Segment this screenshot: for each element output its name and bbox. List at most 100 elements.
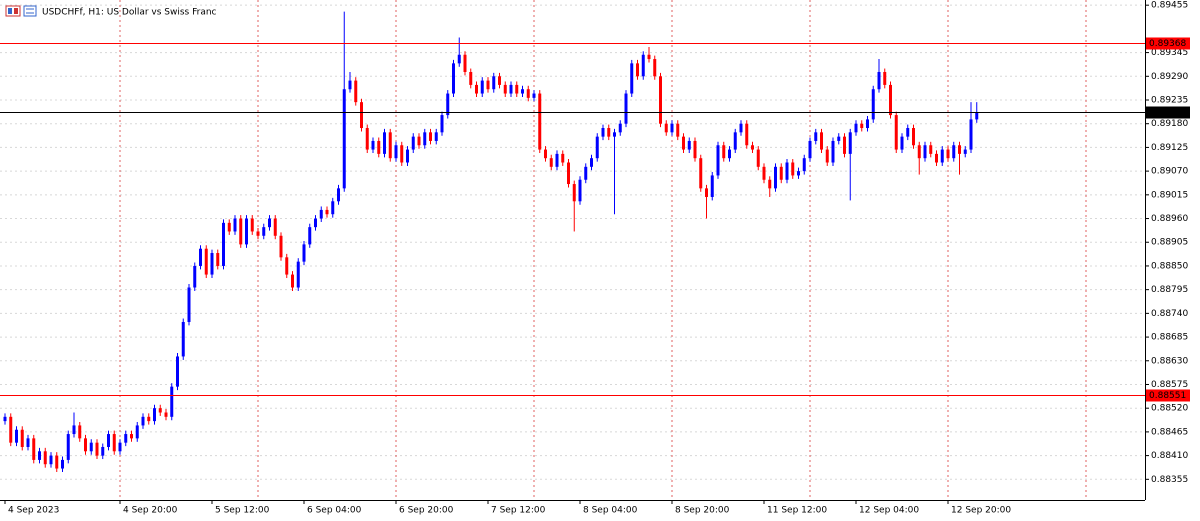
candle-body [434, 132, 438, 141]
candle-body [268, 218, 271, 228]
candle-body [89, 442, 93, 452]
candle-body [210, 253, 214, 275]
candle-body [394, 145, 398, 159]
candle-body [469, 71, 473, 85]
candle-body [561, 153, 565, 163]
candle-body [452, 63, 455, 94]
candle-body [630, 63, 634, 94]
candle-body [348, 80, 352, 90]
candle-body [365, 128, 369, 150]
candle-body [676, 123, 680, 137]
x-tick-label: 8 Sep 04:00 [583, 506, 638, 516]
candle-body [204, 248, 208, 275]
candle-body [728, 149, 731, 159]
candle-body [641, 54, 645, 77]
candle-body [733, 132, 737, 150]
candle-body [912, 128, 915, 146]
price-level-label: 0.89207 [1149, 108, 1186, 118]
candle-body [969, 119, 973, 150]
candle-body [95, 442, 99, 456]
price-level-label: 0.88551 [1149, 391, 1186, 401]
candle-body [3, 416, 7, 422]
candle-body [963, 149, 967, 154]
candle-body [55, 455, 59, 469]
candle-body [601, 128, 605, 137]
candle-body [877, 71, 881, 90]
candle-body [797, 171, 800, 176]
candle-body [590, 158, 593, 167]
candle-body [222, 222, 225, 266]
candle-body [250, 218, 254, 232]
candle-body [544, 149, 547, 159]
y-tick-label: 0.88520 [1151, 404, 1188, 414]
candle-body [751, 145, 754, 150]
candle-body [578, 179, 582, 202]
grid [0, 0, 1145, 500]
price-level-tag [1146, 106, 1190, 119]
y-tick-label: 0.88355 [1151, 475, 1188, 485]
candle-body [538, 93, 542, 150]
candle-body [549, 158, 553, 167]
candle-body [814, 132, 818, 141]
candle-body [929, 145, 933, 154]
candle-body [158, 408, 162, 413]
candle-body [291, 274, 294, 288]
candle-body [440, 115, 444, 133]
candle-body [411, 136, 415, 150]
candle-body [233, 218, 237, 232]
candle-body [492, 76, 496, 90]
candle-body [526, 89, 530, 98]
candle-body [383, 132, 386, 154]
candle-body [653, 59, 657, 77]
candle-body [935, 153, 938, 163]
candle-body [423, 132, 427, 146]
candle-body [889, 84, 892, 116]
candle-body [342, 89, 346, 189]
candle-body [193, 265, 197, 288]
y-tick-label: 0.89345 [1151, 48, 1188, 58]
candle-body [705, 188, 708, 197]
candle-body [153, 408, 156, 422]
candle-body [239, 218, 243, 245]
candle-body [354, 80, 358, 103]
candle-body [475, 84, 478, 94]
candle-body [710, 175, 714, 197]
y-tick-label: 0.89180 [1151, 119, 1188, 129]
candle-body [636, 63, 639, 77]
candle-body [331, 201, 335, 215]
y-tick-label: 0.88630 [1151, 356, 1188, 366]
candle-body [112, 434, 116, 452]
candle-body [509, 84, 513, 94]
candle-body [595, 136, 599, 159]
price-level-tag [1146, 37, 1190, 50]
y-tick-label: 0.88850 [1151, 261, 1188, 271]
candle-body [883, 71, 887, 85]
candle-body [572, 184, 576, 202]
candle-body [917, 145, 921, 159]
y-tick-label: 0.89290 [1151, 72, 1188, 82]
candle-body [820, 132, 823, 150]
candle-body [607, 128, 611, 137]
candle-body [118, 442, 122, 452]
candle-body [785, 162, 789, 180]
candle-body [406, 149, 409, 163]
candle-body [417, 136, 421, 146]
candle-body [337, 188, 340, 202]
candle-body [647, 54, 651, 60]
candle-body [181, 321, 185, 357]
candle-body [371, 140, 375, 150]
candle-body [147, 416, 151, 422]
candle-body [457, 54, 461, 64]
candle-body [722, 145, 726, 159]
candle-body [843, 136, 846, 154]
candle-body [906, 128, 910, 137]
candles [3, 11, 979, 472]
candle-body [61, 459, 64, 469]
x-tick-label: 11 Sep 12:00 [767, 506, 827, 516]
candle-body [900, 136, 904, 150]
candle-body [831, 140, 835, 163]
candle-body [319, 209, 323, 219]
candle-body [187, 287, 191, 322]
y-tick-label: 0.89125 [1151, 143, 1188, 153]
candle-body [768, 179, 772, 189]
